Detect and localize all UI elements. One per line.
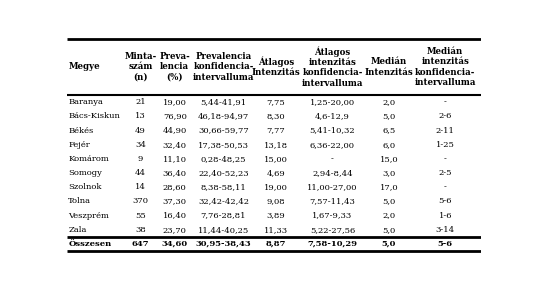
Text: 21: 21 [135, 98, 146, 106]
Text: Prevalencia
konfidencia-
intervalluma: Prevalencia konfidencia- intervalluma [193, 52, 254, 82]
Text: 7,57-11,43: 7,57-11,43 [310, 197, 356, 205]
Text: 11,33: 11,33 [264, 226, 288, 234]
Text: 34: 34 [135, 141, 146, 149]
Text: 2-5: 2-5 [438, 169, 452, 177]
Text: 11,44-40,25: 11,44-40,25 [198, 226, 249, 234]
Text: -: - [444, 183, 446, 191]
Text: 6,5: 6,5 [382, 127, 396, 135]
Text: Szolnok: Szolnok [68, 183, 102, 191]
Text: 46,18-94,97: 46,18-94,97 [198, 112, 249, 120]
Text: -: - [331, 155, 334, 163]
Text: 1,67-9,33: 1,67-9,33 [312, 212, 352, 220]
Text: 16,40: 16,40 [163, 212, 187, 220]
Text: 15,00: 15,00 [264, 155, 288, 163]
Text: Összesen: Összesen [68, 240, 112, 248]
Text: Preva-
lencia
(%): Preva- lencia (%) [159, 52, 190, 82]
Text: 1,25-20,00: 1,25-20,00 [310, 98, 355, 106]
Text: -: - [444, 155, 446, 163]
Text: 2,0: 2,0 [382, 212, 395, 220]
Text: Baranya: Baranya [68, 98, 103, 106]
Text: 55: 55 [135, 212, 146, 220]
Text: Bács-Kiskun: Bács-Kiskun [68, 112, 120, 120]
Text: 11,10: 11,10 [163, 155, 187, 163]
Text: Medián
intenzitás
konfidencia-
intervalluma: Medián intenzitás konfidencia- intervall… [414, 47, 476, 87]
Text: 9,08: 9,08 [267, 197, 285, 205]
Text: 15,0: 15,0 [380, 155, 398, 163]
Text: 5,44-41,91: 5,44-41,91 [200, 98, 247, 106]
Text: 19,00: 19,00 [163, 98, 187, 106]
Text: 17,38-50,53: 17,38-50,53 [198, 141, 249, 149]
Text: Minta-
szám
(n): Minta- szám (n) [124, 52, 156, 82]
Text: 30,66-59,77: 30,66-59,77 [198, 127, 249, 135]
Text: 11,00-27,00: 11,00-27,00 [307, 183, 358, 191]
Text: 76,90: 76,90 [163, 112, 187, 120]
Text: 44: 44 [135, 169, 146, 177]
Text: 49: 49 [135, 127, 146, 135]
Text: -: - [444, 98, 446, 106]
Text: 7,76-28,81: 7,76-28,81 [201, 212, 246, 220]
Text: 5,41-10,32: 5,41-10,32 [310, 127, 355, 135]
Text: 4,69: 4,69 [266, 169, 286, 177]
Text: 34,60: 34,60 [162, 240, 188, 248]
Text: 7,58-10,29: 7,58-10,29 [308, 240, 357, 248]
Text: 9: 9 [138, 155, 143, 163]
Text: 32,40: 32,40 [163, 141, 187, 149]
Text: 7,75: 7,75 [266, 98, 286, 106]
Text: 30,95-38,43: 30,95-38,43 [195, 240, 252, 248]
Text: 23,70: 23,70 [163, 226, 187, 234]
Text: 19,00: 19,00 [264, 183, 288, 191]
Text: 2,94-8,44: 2,94-8,44 [312, 169, 353, 177]
Text: 8,38-58,11: 8,38-58,11 [201, 183, 246, 191]
Text: 36,40: 36,40 [163, 169, 187, 177]
Text: 5,0: 5,0 [382, 226, 396, 234]
Text: Komárom: Komárom [68, 155, 109, 163]
Text: 5,0: 5,0 [382, 240, 396, 248]
Text: 5,0: 5,0 [382, 197, 396, 205]
Text: 0,28-48,25: 0,28-48,25 [201, 155, 246, 163]
Text: 5,0: 5,0 [382, 112, 396, 120]
Text: Átlagos
intenzitás
konfidencia-
intervalluma: Átlagos intenzitás konfidencia- interval… [302, 46, 363, 88]
Text: Medián
Intenzitás: Medián Intenzitás [365, 57, 413, 77]
Text: 13: 13 [135, 112, 146, 120]
Text: 3,89: 3,89 [266, 212, 286, 220]
Text: 5,22-27,56: 5,22-27,56 [310, 226, 355, 234]
Text: 7,77: 7,77 [266, 127, 286, 135]
Text: 38: 38 [135, 226, 146, 234]
Text: 647: 647 [131, 240, 149, 248]
Text: 1-25: 1-25 [436, 141, 454, 149]
Text: 3,0: 3,0 [382, 169, 396, 177]
Text: 5-6: 5-6 [438, 197, 452, 205]
Text: 2-11: 2-11 [436, 127, 454, 135]
Text: 8,30: 8,30 [267, 112, 285, 120]
Text: 5-6: 5-6 [438, 240, 453, 248]
Text: 6,0: 6,0 [382, 141, 395, 149]
Text: Fejér: Fejér [68, 141, 90, 149]
Text: 8,87: 8,87 [266, 240, 286, 248]
Text: Veszprém: Veszprém [68, 212, 109, 220]
Text: 14: 14 [135, 183, 146, 191]
Text: Megye: Megye [68, 63, 100, 71]
Text: 6,36-22,00: 6,36-22,00 [310, 141, 355, 149]
Text: Somogy: Somogy [68, 169, 103, 177]
Text: 22,40-52,23: 22,40-52,23 [198, 169, 249, 177]
Text: 44,90: 44,90 [163, 127, 187, 135]
Text: Átlagos
Intenzitás: Átlagos Intenzitás [252, 57, 301, 77]
Text: 370: 370 [132, 197, 148, 205]
Text: 2,0: 2,0 [382, 98, 395, 106]
Text: 2-6: 2-6 [438, 112, 452, 120]
Text: 32,42-42,42: 32,42-42,42 [198, 197, 249, 205]
Text: Békés: Békés [68, 127, 93, 135]
Text: 17,0: 17,0 [380, 183, 398, 191]
Text: 13,18: 13,18 [264, 141, 288, 149]
Text: Zala: Zala [68, 226, 87, 234]
Text: 37,30: 37,30 [163, 197, 187, 205]
Text: 4,6-12,9: 4,6-12,9 [315, 112, 350, 120]
Text: 3-14: 3-14 [436, 226, 455, 234]
Text: Tolna: Tolna [68, 197, 91, 205]
Text: 28,60: 28,60 [163, 183, 186, 191]
Text: 1-6: 1-6 [438, 212, 452, 220]
